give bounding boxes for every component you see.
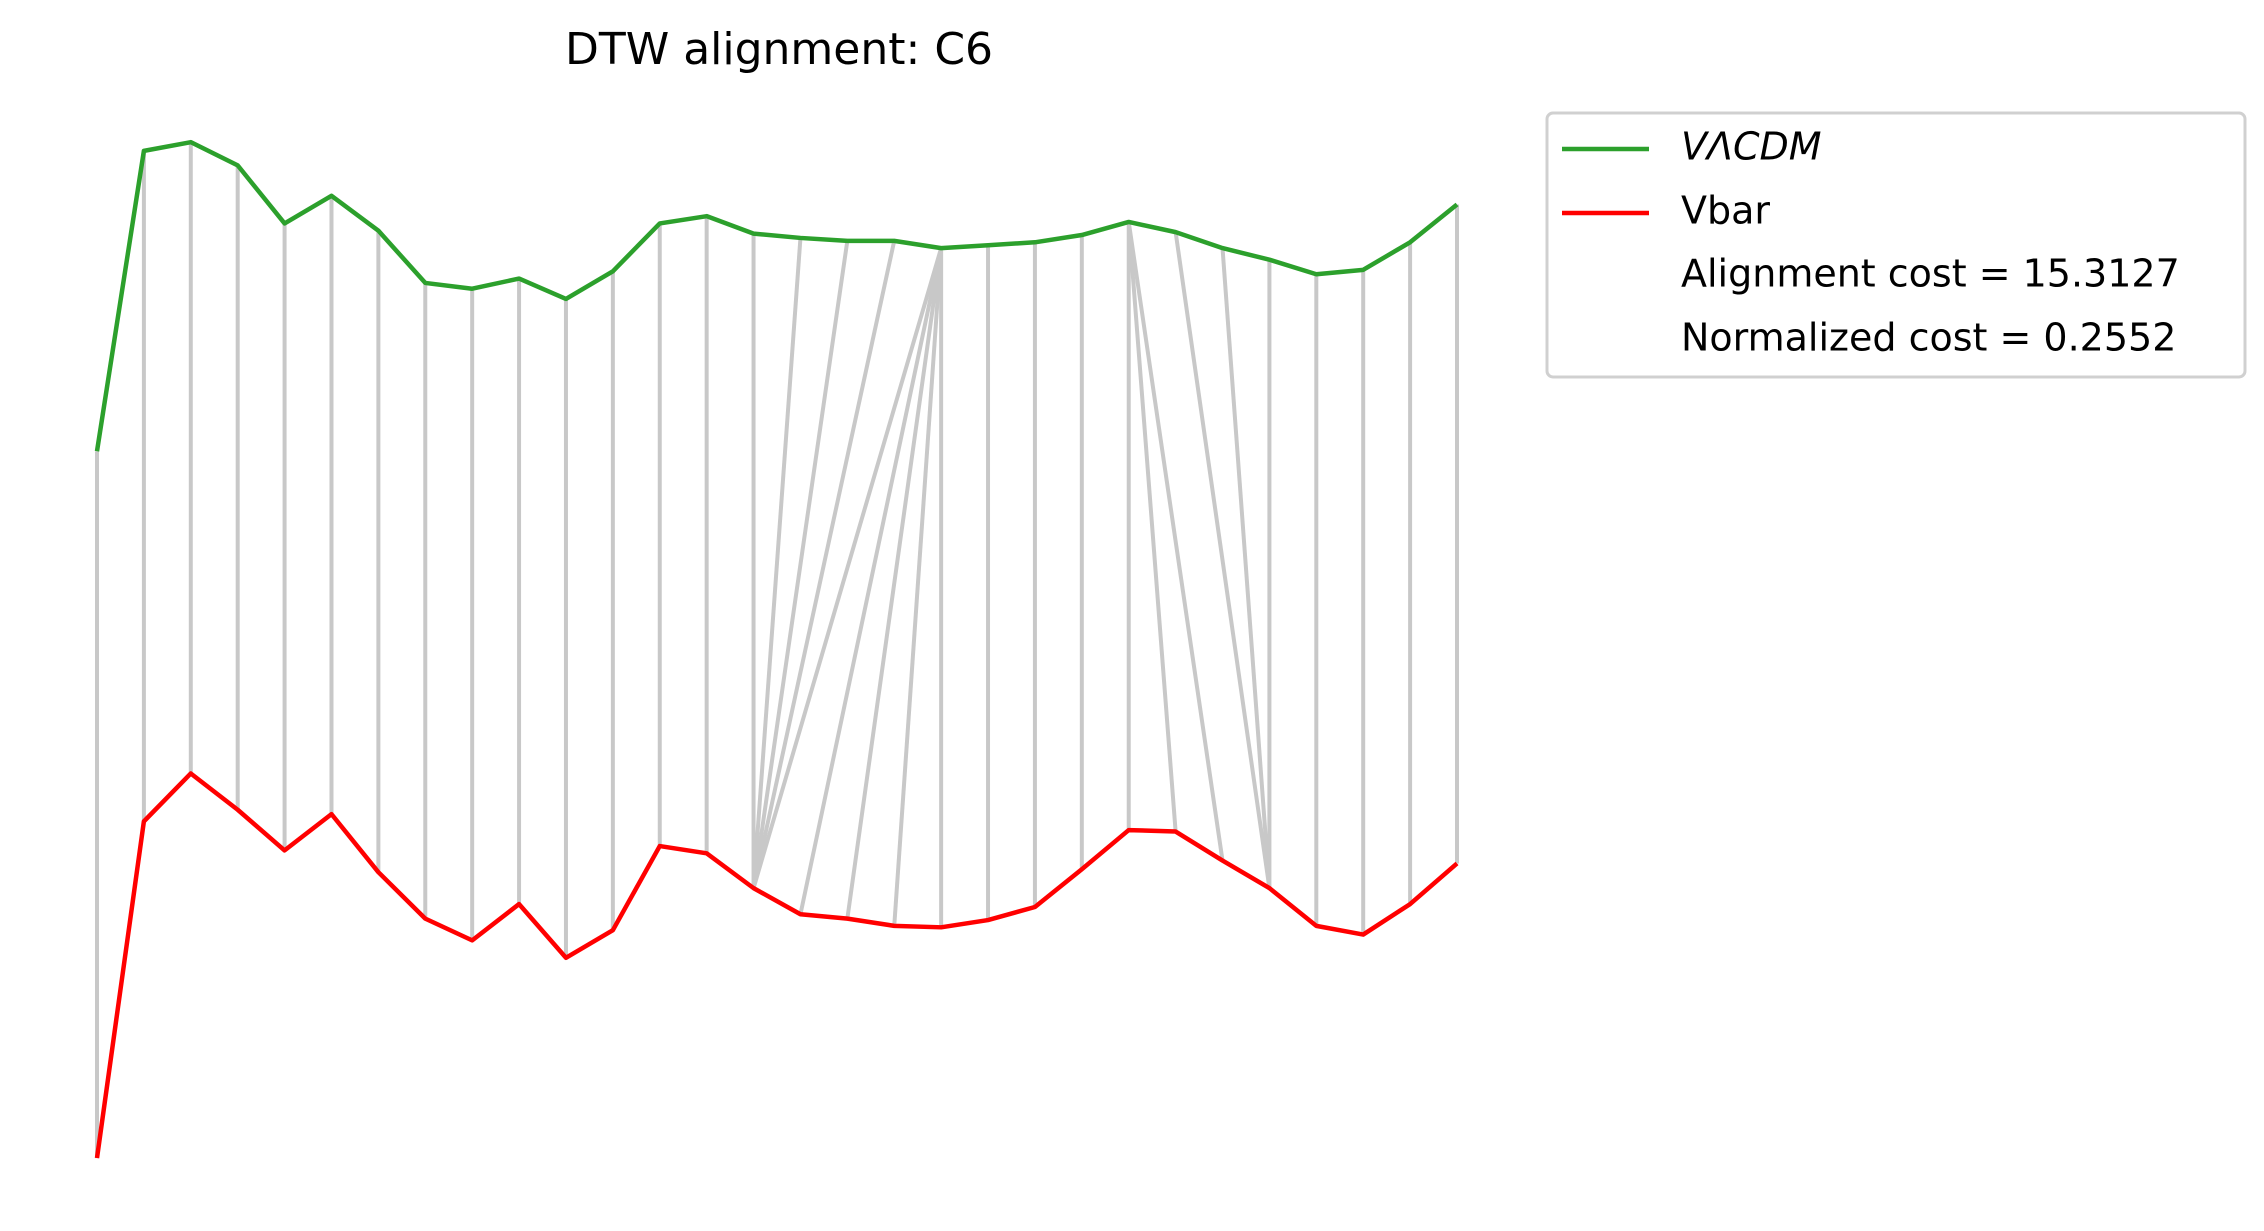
alignment-line — [845, 247, 944, 919]
alignment-line — [751, 247, 944, 889]
series-line — [94, 139, 1459, 452]
alignment-line — [1126, 221, 1225, 861]
alignment-line — [751, 240, 850, 889]
alignment-line — [751, 237, 803, 889]
alignment-line — [798, 247, 944, 915]
legend-annotation: Alignment cost = 15.3127 — [1681, 252, 2180, 296]
legend-annotation: Normalized cost = 0.2552 — [1681, 316, 2176, 360]
chart-title: DTW alignment: C6 — [565, 24, 993, 75]
alignment-line — [751, 240, 897, 889]
alignment-line — [892, 247, 944, 926]
legend-box — [1545, 111, 2247, 379]
plot-area — [94, 139, 1459, 1159]
legend: VΛCDM Vbar Alignment cost = 15.3127 Normali… — [1562, 125, 2180, 360]
series-line — [94, 771, 1459, 1159]
alignment-line — [1173, 231, 1272, 889]
legend-label: VΛCDM — [1681, 125, 1822, 169]
alignment-line — [1126, 221, 1178, 832]
alignment-line — [1220, 247, 1272, 889]
legend-label: Vbar — [1681, 189, 1770, 233]
